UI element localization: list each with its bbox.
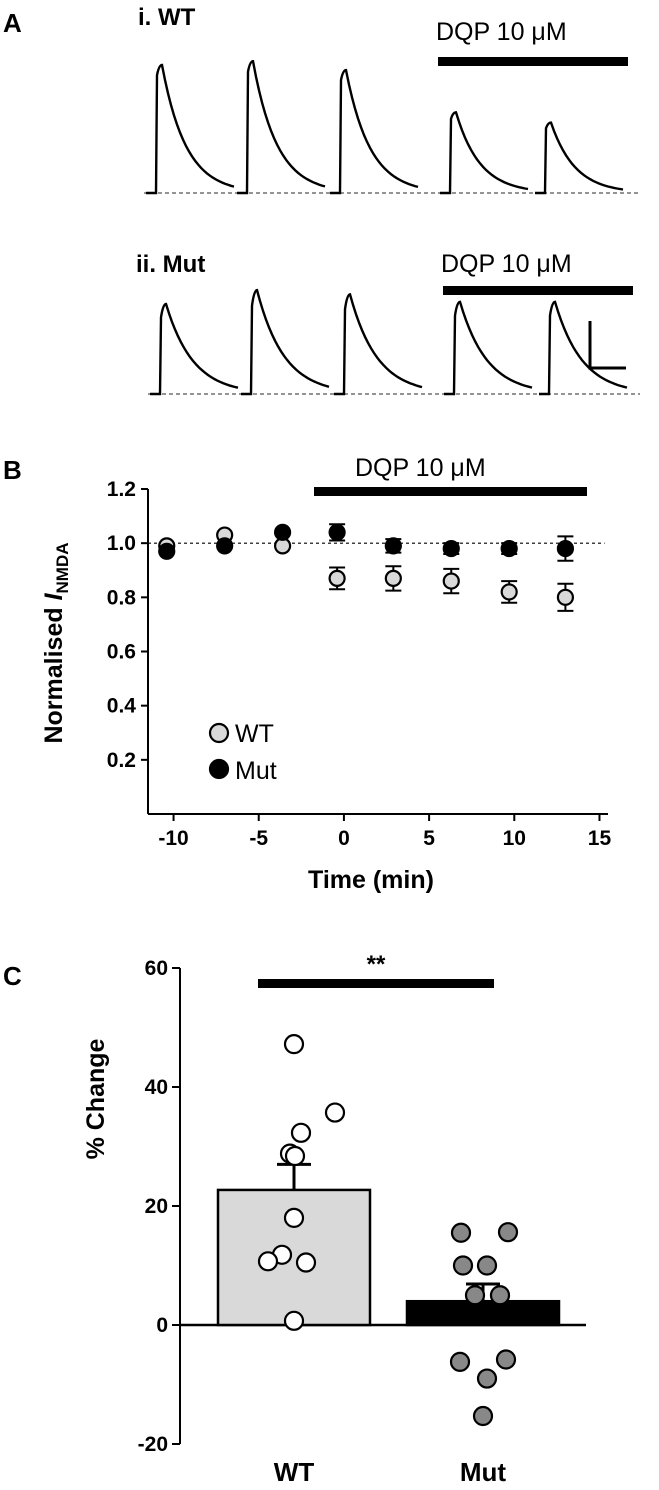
mut-trace-3: [334, 293, 423, 396]
mut-traces: [150, 288, 628, 396]
c-point-mut: [472, 1405, 494, 1427]
c-point-mut: [450, 1222, 472, 1243]
legend-marker-mut: [208, 758, 230, 780]
c-y-tick-label: 0: [156, 1314, 168, 1337]
wt-trace-4: [440, 111, 529, 195]
c-point-wt: [284, 1145, 306, 1167]
b-y-tick-label: 0.4: [107, 695, 137, 718]
c-point-wt: [290, 1122, 312, 1143]
b-y-tick-label: 0.8: [107, 586, 137, 609]
wt-drug-bar: [438, 57, 628, 66]
b-drug-bar: [314, 487, 587, 496]
b-axes: 0.2 0.4 0.6 0.8 1.0 1.2 -10 -5 0 5 10 15: [107, 478, 612, 850]
b-point-mut: [158, 542, 176, 560]
c-y-tick-label: -20: [138, 1433, 168, 1456]
wt-trace-1: [146, 63, 235, 195]
mut-trace-1: [150, 302, 239, 396]
wt-trace-5: [535, 121, 624, 195]
c-point-mut: [476, 1255, 498, 1276]
c-bar-mut: [405, 1299, 561, 1327]
b-point-wt: [328, 569, 346, 587]
c-point-mut: [464, 1285, 486, 1306]
panel-b-letter: B: [3, 455, 22, 485]
wt-traces: [146, 59, 624, 195]
mut-drug-label: DQP 10 μM: [441, 250, 572, 278]
b-y-tick-label: 0.6: [107, 641, 136, 664]
mut-drug-bar: [443, 286, 633, 295]
c-point-wt: [283, 1034, 305, 1055]
wt-trace-3: [330, 68, 419, 195]
b-point-mut: [384, 537, 402, 555]
c-category-label-mut: Mut: [460, 1457, 507, 1487]
b-x-tick-label: -10: [158, 827, 188, 850]
b-marks: [158, 523, 575, 612]
c-ylabel: % Change: [82, 1038, 110, 1159]
b-point-mut: [216, 537, 234, 555]
b-x-tick-label: 0: [338, 827, 350, 850]
b-x-tick-label: 15: [588, 827, 612, 850]
c-y-tick-label: 60: [145, 957, 168, 980]
c-point-wt: [257, 1251, 279, 1272]
b-y-tick-label: 1.2: [107, 478, 136, 501]
legend-label-mut: Mut: [235, 757, 277, 785]
b-point-wt: [556, 588, 575, 606]
c-y-tick-label: 20: [145, 1195, 168, 1218]
scale-bar: [588, 321, 626, 370]
panel-c: C % Change ** -20 0 20 40 60 WT Mut: [3, 951, 586, 1487]
c-marks: WT Mut: [216, 1034, 561, 1487]
c-point-wt: [283, 1310, 305, 1331]
c-point-mut: [449, 1351, 471, 1372]
b-point-mut: [442, 539, 460, 558]
panel-a: A i. WT DQP 10 μM ii. Mut DQP 10 μM: [3, 4, 640, 396]
mut-trace-4: [444, 300, 533, 396]
legend-label-wt: WT: [235, 720, 274, 748]
c-y-tick-label: 40: [145, 1076, 168, 1099]
legend-marker-wt: [208, 722, 230, 744]
panel-b: B DQP 10 μM Normalised INMDA Time (min) …: [3, 454, 611, 894]
c-point-wt: [283, 1207, 305, 1229]
c-point-mut: [495, 1349, 517, 1370]
b-point-mut: [328, 523, 346, 541]
b-point-mut: [500, 539, 518, 558]
c-point-wt: [324, 1102, 346, 1123]
c-point-wt: [295, 1252, 317, 1273]
mut-trace-5: [539, 300, 628, 396]
b-x-tick-label: 5: [423, 827, 435, 850]
c-point-mut: [497, 1222, 519, 1243]
c-category-label-wt: WT: [274, 1457, 315, 1487]
panel-a-letter: A: [3, 8, 22, 38]
significance-marker: **: [367, 951, 386, 978]
wt-trace-title: i. WT: [138, 4, 196, 31]
b-x-tick-label: 10: [503, 827, 526, 850]
b-ylabel: Normalised INMDA: [40, 542, 72, 743]
b-xlabel: Time (min): [308, 866, 434, 894]
significance-bar: [258, 979, 494, 988]
mut-trace-2: [241, 288, 330, 396]
b-point-wt: [384, 569, 402, 587]
b-point-wt: [500, 583, 518, 601]
b-drug-label: DQP 10 μM: [355, 454, 486, 482]
b-x-tick-label: -5: [249, 827, 268, 850]
b-y-tick-label: 1.0: [107, 532, 136, 555]
c-point-mut: [476, 1368, 498, 1389]
c-point-mut: [489, 1285, 511, 1306]
b-point-wt: [442, 572, 460, 590]
wt-drug-label: DQP 10 μM: [436, 18, 567, 46]
c-point-mut: [452, 1255, 474, 1276]
b-point-mut: [273, 523, 292, 541]
b-point-mut: [556, 539, 575, 558]
wt-trace-2: [237, 59, 326, 195]
b-y-tick-label: 0.2: [107, 749, 136, 772]
mut-trace-title: ii. Mut: [136, 251, 205, 278]
panel-c-letter: C: [3, 961, 22, 991]
b-legend: WT Mut: [208, 720, 277, 785]
